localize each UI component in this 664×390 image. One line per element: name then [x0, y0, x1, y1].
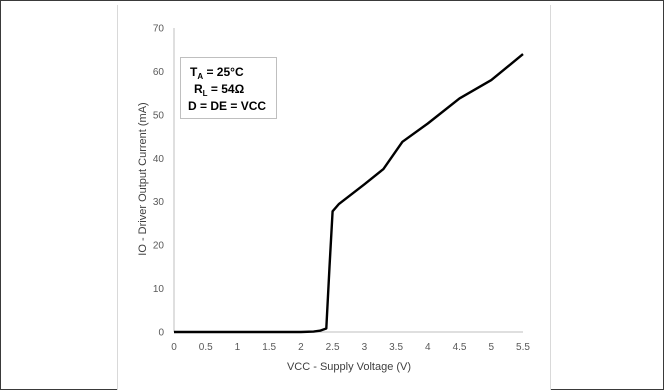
x-tick-label: 3: [362, 342, 368, 353]
y-tick-label: 30: [153, 197, 165, 208]
y-axis-title: IO - Driver Output Current (mA): [137, 102, 149, 255]
x-tick-label: 0: [171, 342, 177, 353]
y-tick-label: 50: [153, 110, 165, 121]
series-line-0: [174, 53, 524, 334]
drive-condition-annotation: D = DE = VCC: [188, 99, 267, 113]
x-tick-label: 5.5: [516, 342, 530, 353]
x-axis-title: VCC - Supply Voltage (V): [287, 361, 411, 373]
temperature-symbol: T: [190, 65, 198, 79]
y-tick-label: 10: [153, 284, 165, 295]
load-resistance-value: = 54Ω: [207, 82, 245, 96]
load-resistance-symbol: R: [194, 82, 203, 96]
y-tick-label: 40: [153, 154, 165, 165]
load-resistance-subscript: L: [202, 89, 208, 98]
x-tick-label: 4: [425, 342, 431, 353]
x-tick-label: 5: [488, 342, 494, 353]
x-tick-label: 4.5: [453, 342, 467, 353]
load-resistance-annotation: RL = 54Ω: [194, 82, 245, 98]
conditions-annotation-box: TA = 25°C RL = 54Ω D = DE = VCC: [180, 57, 277, 119]
y-tick-label: 60: [153, 67, 165, 78]
x-tick-label: 2.5: [326, 342, 340, 353]
series-layer: [174, 53, 524, 334]
x-tick-label: 1.5: [262, 342, 276, 353]
y-tick-label: 0: [158, 328, 164, 339]
temperature-subscript: A: [197, 72, 204, 81]
y-tick-label: 70: [153, 24, 165, 35]
y-tick-label: 20: [153, 241, 165, 252]
x-tick-label: 2: [298, 342, 304, 353]
x-axis-ticks: 0 0.5 1 1.5 2 2.5 3 3.5 4 4.5 5 5.5: [171, 342, 530, 353]
x-tick-label: 1: [235, 342, 241, 353]
temperature-annotation: TA = 25°C: [190, 65, 244, 81]
x-tick-label: 3.5: [389, 342, 403, 353]
y-axis-ticks: 0 10 20 30 40 50 60 70: [153, 24, 165, 339]
x-tick-label: 0.5: [199, 342, 213, 353]
temperature-value: = 25°C: [203, 65, 244, 79]
